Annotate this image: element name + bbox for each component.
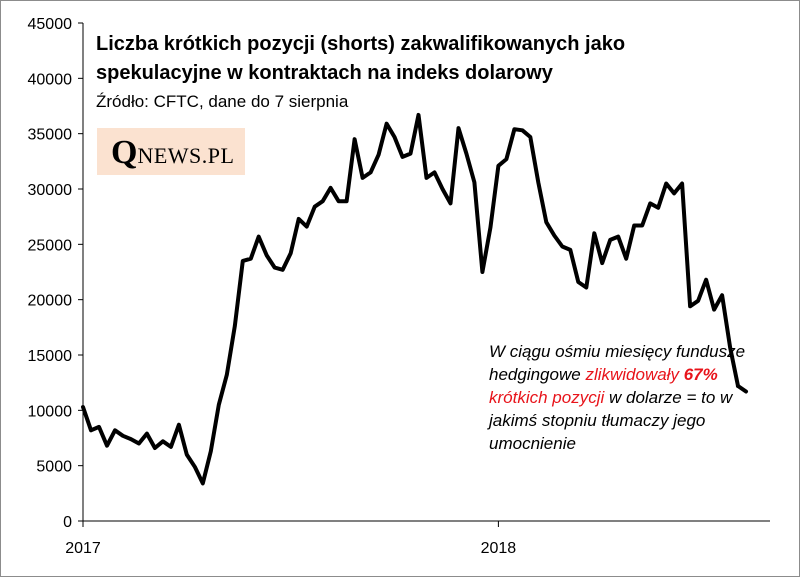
logo-rest: NEWS.PL — [137, 143, 235, 168]
y-tick-label: 30000 — [28, 182, 73, 199]
logo-q: Q — [111, 134, 138, 171]
x-tick-label: 2017 — [65, 540, 101, 557]
annotation-red-bold: 67% — [683, 365, 718, 384]
qnews-logo: QNEWS.PL — [97, 128, 245, 175]
annotation-part1: W ciągu ośmiu miesięcy fundusze hedgingo… — [489, 342, 746, 384]
y-tick-label: 20000 — [28, 293, 73, 310]
chart-title: Liczba krótkich pozycji (shorts) zakwali… — [96, 33, 626, 84]
y-tick-label: 15000 — [28, 348, 73, 365]
annotation-red2: krótkich pozycji — [489, 388, 605, 407]
annotation-part2: w dolarze = to w jakimś stopniu tłumaczy… — [489, 388, 733, 453]
y-tick-label: 45000 — [28, 16, 73, 33]
y-tick-label: 35000 — [28, 127, 73, 144]
logo-text: QNEWS.PL — [111, 134, 234, 172]
y-tick-label: 0 — [63, 514, 72, 531]
tick-labels: 0 5000 10000 15000 20000 25000 30000 35000 40000… — [28, 16, 517, 557]
series-lines — [81, 112, 748, 486]
x-tick-label: 2018 — [481, 540, 517, 557]
y-tick-label: 40000 — [28, 71, 73, 88]
series-line-0 — [81, 112, 740, 486]
y-tick-label: 5000 — [36, 459, 72, 476]
axes — [78, 22, 770, 527]
annotation-red1: zlikwidowały — [585, 365, 679, 384]
series-line-1 — [736, 384, 748, 394]
y-tick-label: 25000 — [28, 237, 73, 254]
annotation: W ciągu ośmiu miesięcy fundusze hedgingo… — [489, 340, 769, 455]
y-tick-label: 10000 — [28, 403, 73, 420]
chart-subtitle: Źródło: CFTC, dane do 7 sierpnia — [96, 92, 349, 111]
